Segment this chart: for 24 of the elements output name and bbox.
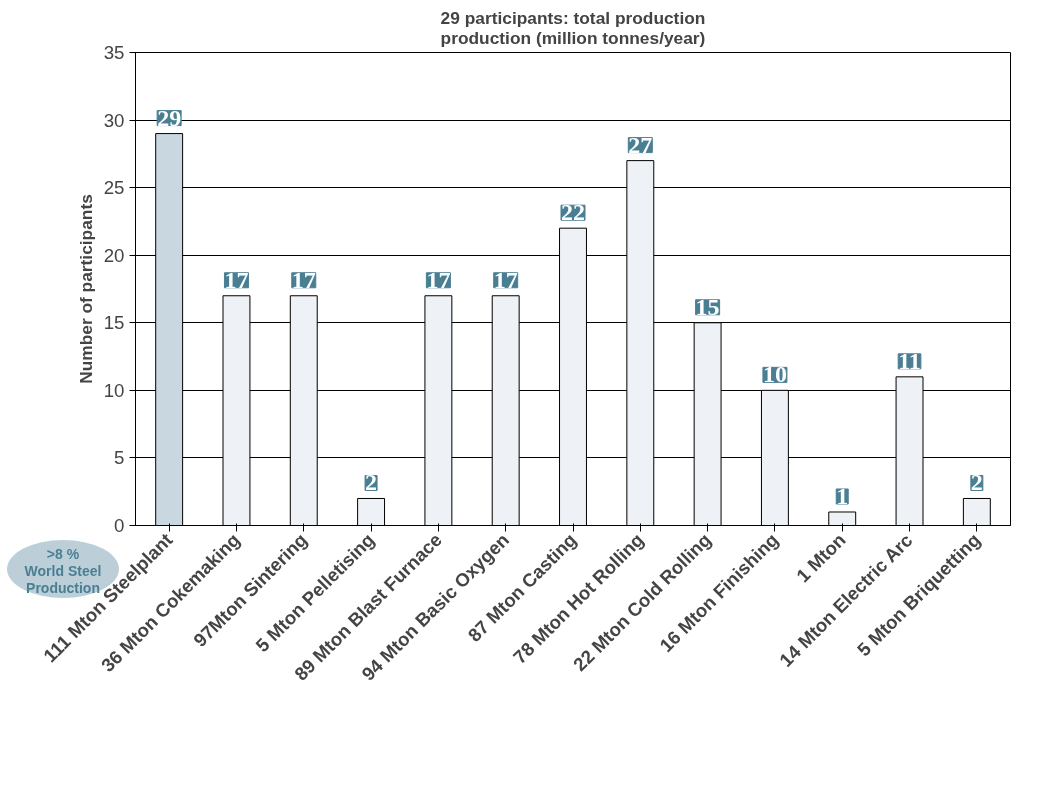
y-tick-label: 25 xyxy=(103,177,125,199)
y-tick-label: 10 xyxy=(103,379,125,401)
y-tick-label: 5 xyxy=(114,447,125,469)
y-tick-label: 0 xyxy=(114,515,125,536)
data-label: 17 xyxy=(224,266,249,293)
data-label: 10 xyxy=(762,361,787,388)
y-axis-title: Number of participants xyxy=(75,194,96,384)
data-label: 2 xyxy=(365,469,378,496)
data-label: 17 xyxy=(493,266,518,293)
y-tick-label: 30 xyxy=(103,109,125,131)
data-label: 1 xyxy=(836,482,849,509)
data-label: 11 xyxy=(898,347,921,374)
y-tick-label: 15 xyxy=(103,312,125,334)
text: >8 % World Steel Production xyxy=(24,546,102,597)
y-tick-label: 35 xyxy=(103,42,125,63)
data-label: 17 xyxy=(291,266,316,293)
data-label: 22 xyxy=(561,199,585,226)
data-label: 27 xyxy=(628,131,653,158)
data-label: 15 xyxy=(695,293,720,320)
y-tick-label: 20 xyxy=(103,244,125,266)
data-label: 17 xyxy=(426,266,451,293)
data-label: 2 xyxy=(970,469,983,496)
data-label: 29 xyxy=(157,104,182,131)
chart-title: 29 participants: total production production (million tonnes/year) xyxy=(440,7,706,48)
